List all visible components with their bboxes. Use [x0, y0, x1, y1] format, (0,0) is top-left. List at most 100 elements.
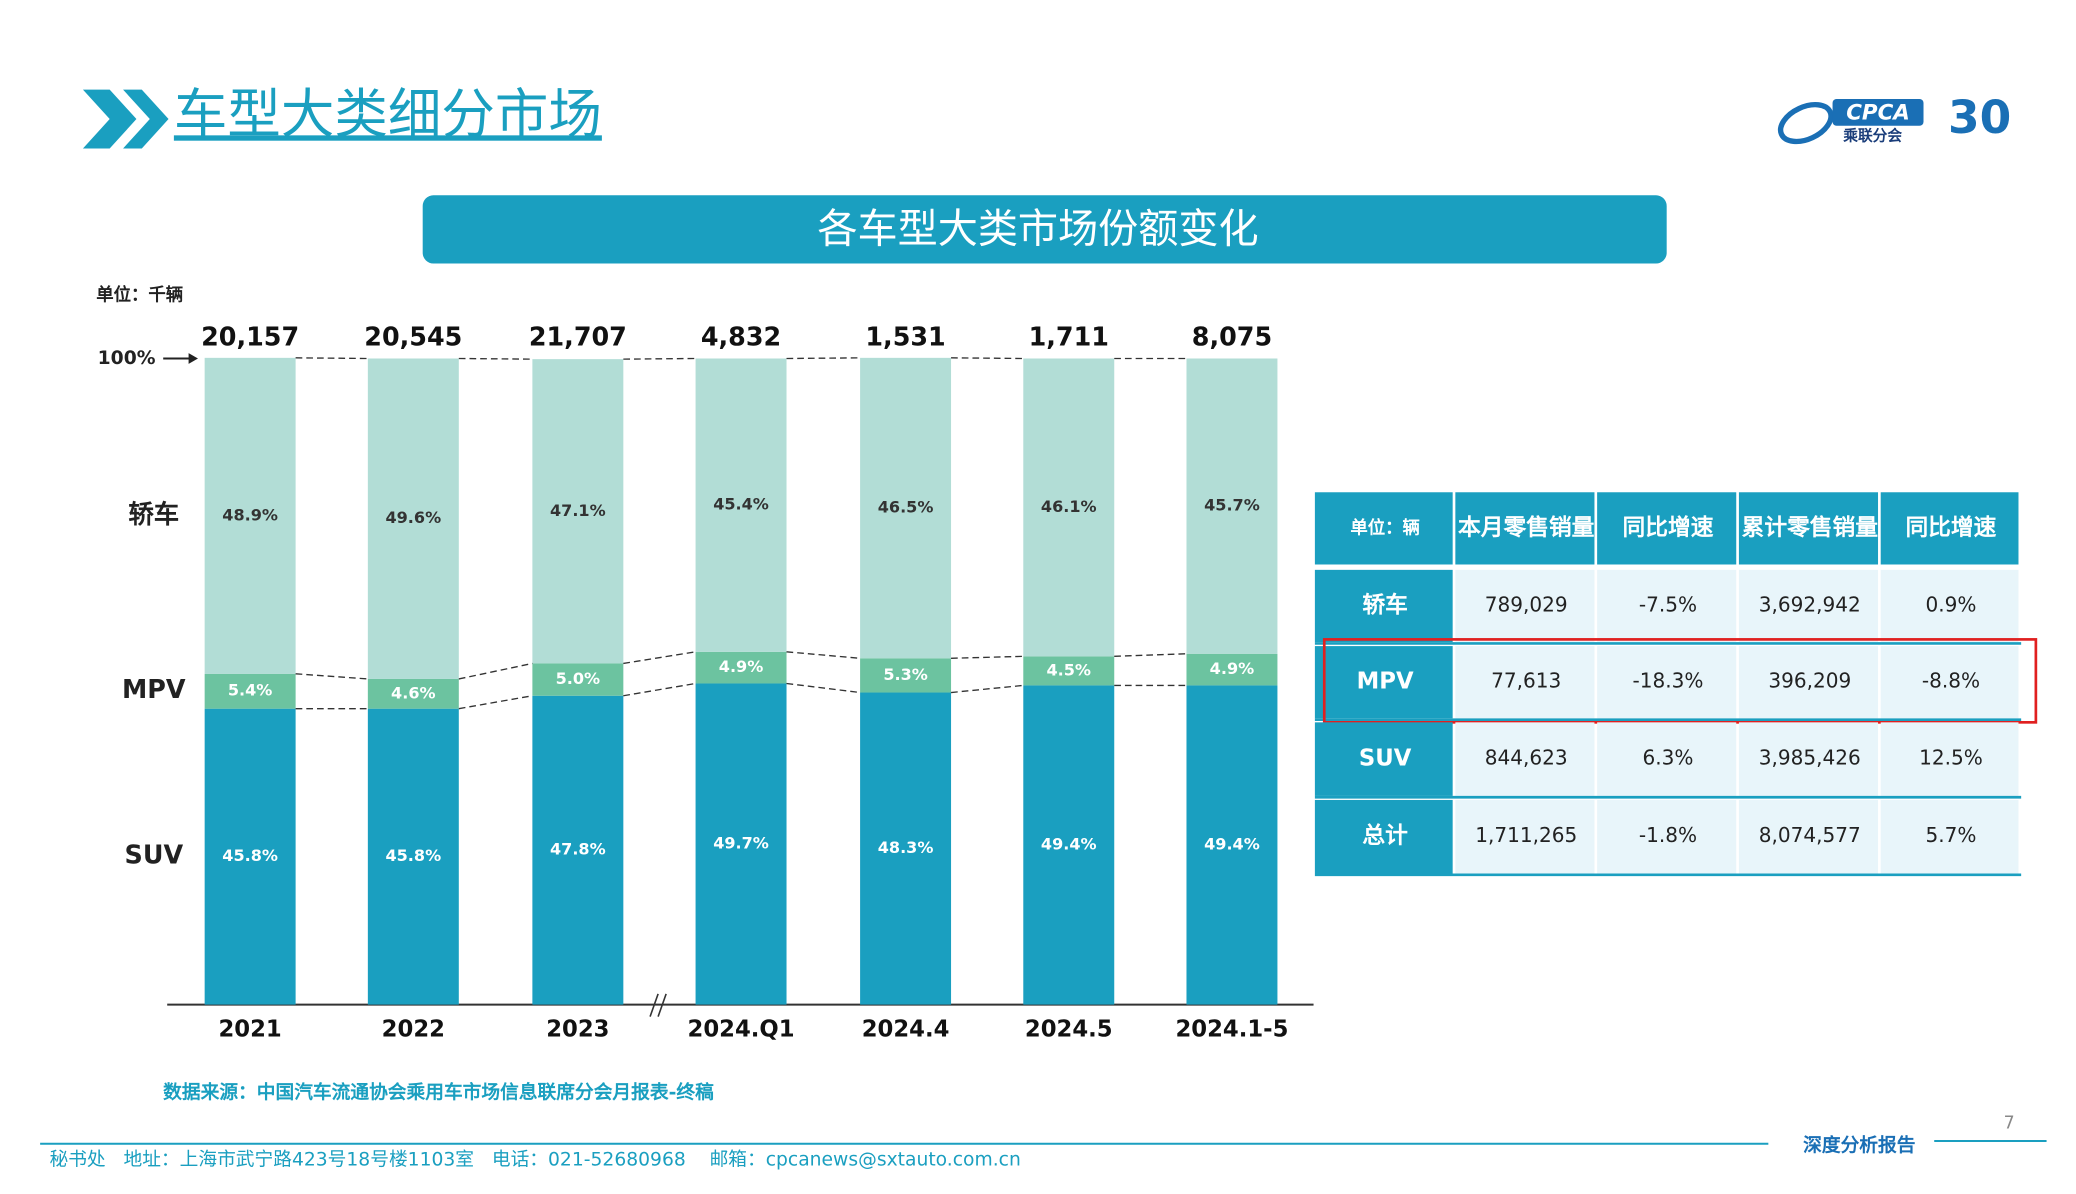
- data-label: 5.3%: [883, 665, 928, 684]
- header-icon: [82, 89, 169, 149]
- data-label: 49.4%: [1041, 835, 1097, 854]
- table-cell: [1880, 722, 2019, 796]
- table-header-cell: [1455, 492, 1595, 565]
- x-tick-label: 2023: [546, 1017, 609, 1043]
- bar-segment: [1186, 653, 1278, 686]
- total-label: 20,545: [364, 321, 462, 351]
- bar-segment: [1023, 685, 1115, 1005]
- table-cell-text: 844,623: [1485, 746, 1568, 770]
- footer-address: 秘书处 地址：上海市武宁路423号18号楼1103室 电话：021-526809…: [49, 1149, 1020, 1170]
- x-tick-label: 2024.4: [862, 1017, 950, 1043]
- bar-segment: [695, 358, 787, 652]
- table-cell-text: -8.8%: [1922, 669, 1980, 693]
- table-cell: [1314, 569, 1453, 643]
- table-cell: [1314, 722, 1453, 796]
- bar-segment: [532, 695, 624, 1005]
- chart-title: 各车型大类市场份额变化: [817, 206, 1258, 252]
- table-header-text: 累计零售销量: [1742, 514, 1879, 541]
- total-label: 20,157: [201, 321, 299, 351]
- connector-line: [458, 695, 533, 710]
- connector-line: [786, 357, 861, 360]
- connector-line: [458, 662, 533, 680]
- bar-segment: [532, 663, 624, 696]
- table-header-cell: [1597, 492, 1737, 565]
- data-label: 4.9%: [719, 657, 764, 676]
- page-title: 车型大类细分市场: [174, 82, 602, 145]
- table-cell: [1738, 799, 1879, 874]
- connector-line: [951, 655, 1024, 659]
- data-label: 49.4%: [1204, 835, 1260, 854]
- table-cell-text: 0.9%: [1925, 592, 1976, 616]
- x-tick-label: 2021: [218, 1017, 281, 1043]
- logo-name: CPCA: [1846, 101, 1910, 126]
- table-header-text: 单位：辆: [1350, 517, 1419, 538]
- data-label: 45.4%: [713, 495, 769, 514]
- table-cell-text: 3,985,426: [1759, 746, 1861, 770]
- connector-line: [295, 357, 368, 360]
- x-tick-label: 2024.5: [1025, 1017, 1113, 1043]
- bar-segment: [1186, 358, 1278, 654]
- table-cell: [1455, 722, 1595, 796]
- table-cell-text: 12.5%: [1919, 746, 1983, 770]
- table-header-cell: [1880, 492, 2019, 565]
- table-cell-text: 轿车: [1362, 591, 1407, 618]
- bar-segment: [204, 673, 296, 709]
- bar-segment: [532, 359, 624, 664]
- table-cell-text: 5.7%: [1925, 823, 1976, 847]
- table-header-text: 本月零售销量: [1458, 514, 1595, 541]
- legend-label: SUV: [125, 840, 184, 870]
- table-cell: [1597, 646, 1737, 719]
- y-tick-label: 100%: [98, 348, 156, 369]
- connector-line: [295, 673, 368, 680]
- table-header-cell: [1314, 492, 1453, 565]
- x-tick-label: 2022: [382, 1017, 445, 1043]
- table-cell-text: -1.8%: [1639, 823, 1697, 847]
- data-label: 48.9%: [222, 505, 278, 524]
- table-cell: [1455, 799, 1595, 874]
- source-note: 数据来源：中国汽车流通协会乘用车市场信息联席分会月报表-终稿: [163, 1081, 714, 1103]
- data-label: 46.5%: [878, 498, 934, 517]
- table-cell-text: MPV: [1357, 669, 1414, 695]
- table-cell-text: 6.3%: [1643, 746, 1694, 770]
- total-label: 1,531: [865, 321, 945, 351]
- chart-title-banner: [422, 195, 1667, 264]
- connector-line: [950, 684, 1024, 694]
- bar-segment: [204, 357, 296, 674]
- table-cell: [1597, 722, 1737, 796]
- connector-line: [786, 651, 861, 659]
- table-cell: [1597, 569, 1737, 643]
- table-cell: [1314, 799, 1453, 874]
- connector-line: [951, 357, 1024, 360]
- table-cell: [1738, 569, 1879, 643]
- x-tick-label: 2024.Q1: [688, 1017, 795, 1043]
- bar-segment: [367, 678, 459, 709]
- legend-label: MPV: [122, 674, 186, 704]
- connector-line: [623, 357, 696, 360]
- table-cell: [1738, 646, 1879, 719]
- connector-line: [623, 682, 696, 697]
- table-cell-text: SUV: [1359, 746, 1412, 772]
- bar-segment: [367, 358, 459, 679]
- table-cell: [1455, 569, 1595, 643]
- logo: CPCA 乘联分会 30: [1777, 91, 2011, 144]
- data-label: 4.5%: [1047, 660, 1092, 679]
- logo-anniversary: 30: [1948, 91, 2011, 144]
- x-tick-label: 2024.1-5: [1175, 1017, 1288, 1043]
- table-cell-text: 总计: [1362, 822, 1408, 849]
- table-cell-text: 77,613: [1491, 669, 1561, 693]
- table-cell-text: -7.5%: [1639, 592, 1697, 616]
- bar-segment: [860, 692, 952, 1005]
- table-cell: [1880, 646, 2019, 719]
- data-label: 4.9%: [1210, 659, 1255, 678]
- table-cell-text: 396,209: [1768, 669, 1851, 693]
- data-label: 47.1%: [550, 501, 606, 520]
- total-label: 1,711: [1029, 321, 1109, 351]
- footer-tagline: 深度分析报告: [1803, 1134, 1915, 1156]
- table-cell: [1314, 646, 1453, 719]
- bar-segment: [1186, 685, 1278, 1005]
- legend-label: 轿车: [128, 499, 179, 529]
- table-cell: [1455, 646, 1595, 719]
- tick-arrow-head: [188, 353, 198, 364]
- table-header-text: 同比增速: [1623, 514, 1714, 541]
